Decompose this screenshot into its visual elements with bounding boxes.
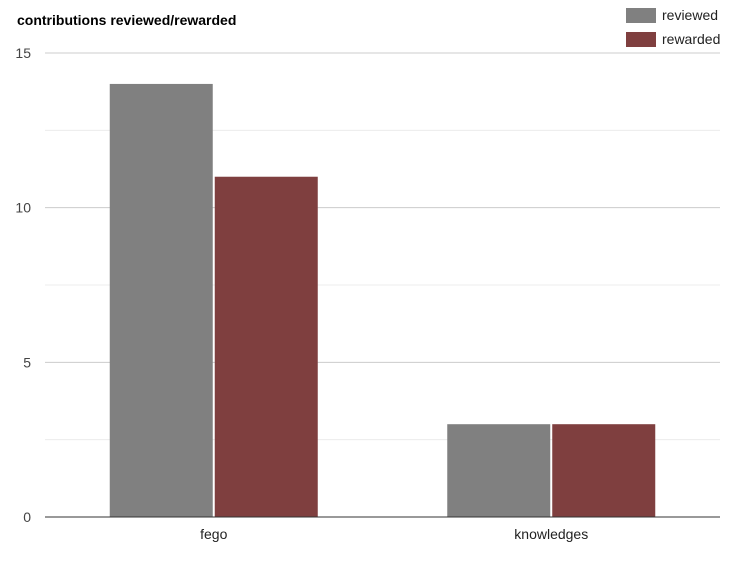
x-tick-label: knowledges <box>514 526 588 542</box>
y-tick-label: 0 <box>23 509 31 525</box>
legend-label-rewarded: rewarded <box>662 31 721 47</box>
y-tick-label: 10 <box>15 200 31 216</box>
y-tick-label: 5 <box>23 354 31 370</box>
bar-reviewed-knowledges <box>447 424 551 517</box>
legend: reviewed rewarded <box>616 3 726 51</box>
bar-reviewed-fego <box>109 83 213 517</box>
bar-rewarded-knowledges <box>552 424 656 517</box>
legend-swatch-reviewed <box>626 7 656 23</box>
legend-item-rewarded: rewarded <box>616 27 726 51</box>
bar-rewarded-fego <box>214 176 318 517</box>
y-tick-label: 15 <box>15 45 31 61</box>
chart-title: contributions reviewed/rewarded <box>17 12 237 28</box>
legend-item-reviewed: reviewed <box>616 3 726 27</box>
legend-label-reviewed: reviewed <box>662 7 719 23</box>
legend-swatch-rewarded <box>626 31 656 47</box>
x-tick-label: fego <box>200 526 227 542</box>
